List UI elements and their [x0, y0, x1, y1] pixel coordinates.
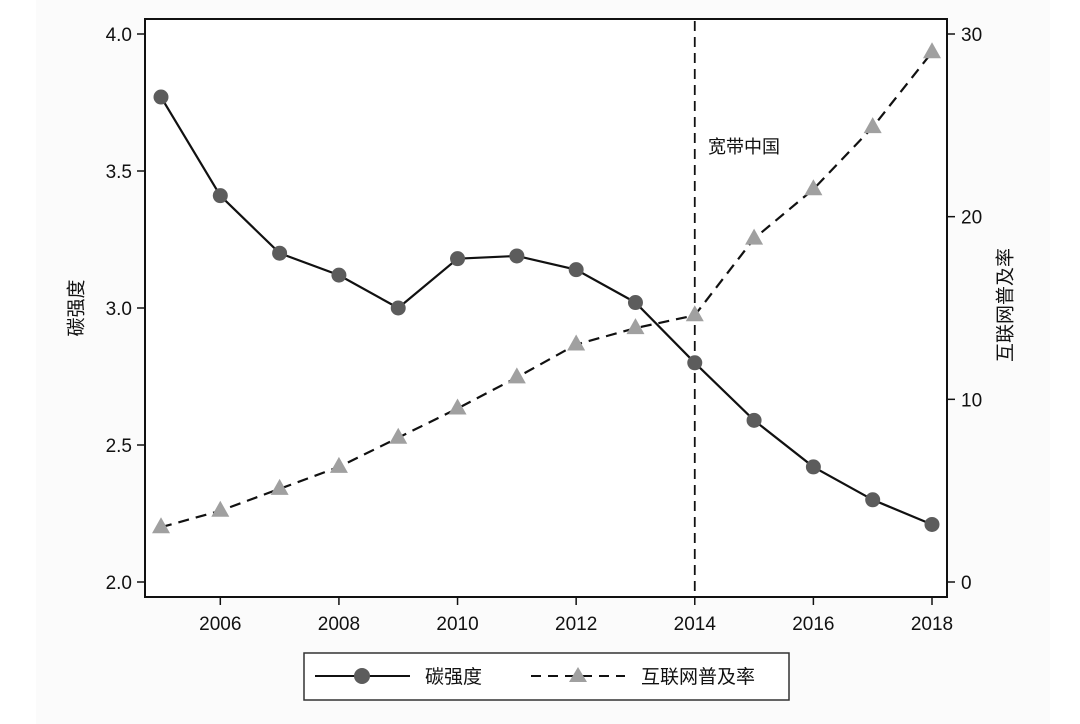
legend: 碳强度 互联网普及率 — [303, 652, 790, 701]
triangle-data-point — [567, 334, 586, 351]
circle-data-point — [509, 248, 525, 264]
x-tick-label: 2006 — [199, 614, 241, 635]
triangle-data-point — [152, 517, 170, 534]
y-tick-label: 3.0 — [106, 299, 132, 320]
triangle-data-point — [804, 179, 823, 196]
circle-data-point — [687, 355, 703, 371]
triangle-marker-icon — [569, 667, 587, 682]
triangle-data-point — [270, 478, 289, 495]
circle-data-point — [805, 459, 821, 475]
legend-label-carbon-intensity: 碳强度 — [425, 666, 482, 688]
legend-item-internet-penetration: 互联网普及率 — [531, 666, 755, 688]
right-y-axis-title: 互联网普及率 — [995, 248, 1017, 362]
y-tick-label: 2.0 — [106, 573, 132, 594]
triangle-data-point — [329, 456, 348, 473]
circle-data-point — [390, 300, 406, 316]
y-tick-label: 4.0 — [106, 25, 132, 46]
right-y-axis: 0 10 20 30 — [947, 25, 982, 594]
legend-label-internet-penetration: 互联网普及率 — [641, 666, 755, 688]
circle-data-point — [212, 188, 228, 204]
circle-data-point — [865, 492, 881, 508]
annotation-label: 宽带中国 — [708, 137, 780, 158]
circle-data-point — [924, 516, 940, 532]
circle-data-point — [153, 89, 169, 105]
x-tick-label: 2010 — [436, 614, 478, 635]
triangle-data-point — [448, 398, 467, 415]
triangle-data-point — [685, 305, 704, 322]
circle-data-point — [450, 251, 466, 267]
y-tick-label: 2.5 — [106, 436, 132, 457]
x-axis: 2006 2008 2010 2012 2014 2016 2018 — [199, 597, 953, 635]
circle-data-point — [568, 262, 584, 278]
series-layer — [152, 42, 941, 534]
x-tick-label: 2008 — [318, 614, 360, 635]
y-tick-label: 3.5 — [106, 162, 132, 183]
plot-frame — [144, 18, 948, 598]
left-y-axis: 2.0 2.5 3.0 3.5 4.0 — [106, 25, 145, 594]
triangle-data-point — [745, 228, 764, 245]
triangle-data-point — [626, 318, 645, 335]
x-tick-label: 2018 — [911, 614, 953, 635]
right-y-tick-label: 0 — [961, 573, 972, 594]
legend-item-carbon-intensity: 碳强度 — [315, 666, 482, 688]
right-y-tick-label: 20 — [961, 208, 982, 229]
x-tick-label: 2012 — [555, 614, 597, 635]
circle-data-point — [627, 295, 643, 311]
circle-marker-icon — [354, 668, 370, 684]
circle-data-point — [331, 267, 347, 283]
x-tick-label: 2014 — [674, 614, 717, 635]
triangle-data-point — [389, 427, 408, 444]
x-tick-label: 2016 — [792, 614, 834, 635]
circle-data-point — [272, 245, 288, 261]
circle-data-point — [746, 412, 762, 428]
right-y-tick-label: 10 — [961, 390, 982, 411]
right-y-tick-label: 30 — [961, 25, 982, 46]
triangle-data-point — [863, 117, 882, 134]
triangle-data-point — [211, 500, 230, 517]
left-y-axis-title: 碳强度 — [66, 279, 88, 336]
triangle-data-point — [923, 42, 941, 59]
triangle-data-point — [507, 367, 526, 384]
